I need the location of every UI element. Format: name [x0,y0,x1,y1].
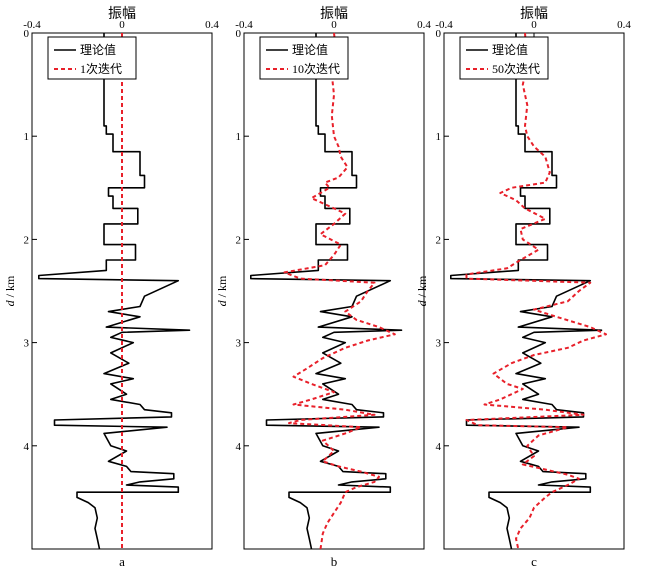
plot-frame [443,32,625,550]
legend-label: 理论值 [492,42,528,57]
y-axis-title-var: d [415,299,429,306]
panel-label: a [119,554,125,569]
y-tick-label: 1 [236,131,242,143]
panel-label: b [331,554,338,569]
x-tick-label: 0.4 [417,19,431,31]
legend-box [259,36,349,80]
legend-label: 理论值 [292,42,328,57]
y-tick-label: 0 [24,28,30,40]
series-line-theory [449,33,603,550]
y-tick-label: 4 [236,441,242,453]
plot-frame [243,32,425,550]
y-axis-title-unit: / km [415,275,429,300]
y-axis-title-unit: / km [3,275,17,300]
legend-label: 1次迭代 [80,62,122,76]
x-tick-label: 0 [331,19,337,31]
panel-label: c [531,554,537,569]
y-tick-label: 3 [436,338,442,350]
x-tick-label: 0.4 [617,19,631,31]
y-axis-title: d / km [215,275,229,306]
legend-box [459,36,549,80]
y-axis-title-var: d [215,299,229,306]
y-tick-label: 2 [436,234,442,246]
y-axis-title: d / km [3,275,17,306]
legend: 理论值 10次迭代 [259,36,349,80]
series-line-inverted [283,32,396,550]
y-axis-title: d / km [415,275,429,306]
y-tick-label: 1 [436,131,442,143]
series-line-theory [250,33,403,550]
x-tick-label: 0 [531,19,537,31]
x-axis-title: 振幅 [520,6,548,22]
x-axis-title: 振幅 [108,6,136,22]
y-tick-label: 4 [24,441,30,453]
y-tick-label: 2 [236,234,242,246]
y-tick-label: 0 [236,28,242,40]
y-tick-label: 3 [24,338,30,350]
legend: 理论值 50次迭代 [459,36,549,80]
y-tick-label: 3 [236,338,242,350]
legend: 理论值 1次迭代 [47,36,137,80]
y-tick-label: 1 [24,131,30,143]
series-line-theory [37,33,191,550]
legend-label: 50次迭代 [492,62,540,76]
legend-label: 10次迭代 [292,62,340,76]
legend-label: 理论值 [80,42,116,57]
x-tick-label: 0.4 [205,19,219,31]
x-tick-label: -0.4 [23,19,41,31]
y-tick-label: 2 [24,234,30,246]
x-axis-title: 振幅 [320,6,348,22]
y-tick-label: 4 [436,441,442,453]
legend-box [47,36,137,80]
y-axis-title-unit: / km [215,275,229,300]
series-line-inverted [465,32,607,550]
x-tick-label: 0 [119,19,125,31]
x-tick-label: -0.4 [435,19,453,31]
x-tick-label: -0.4 [235,19,253,31]
y-tick-label: 0 [436,28,442,40]
y-axis-title-var: d [3,299,17,306]
